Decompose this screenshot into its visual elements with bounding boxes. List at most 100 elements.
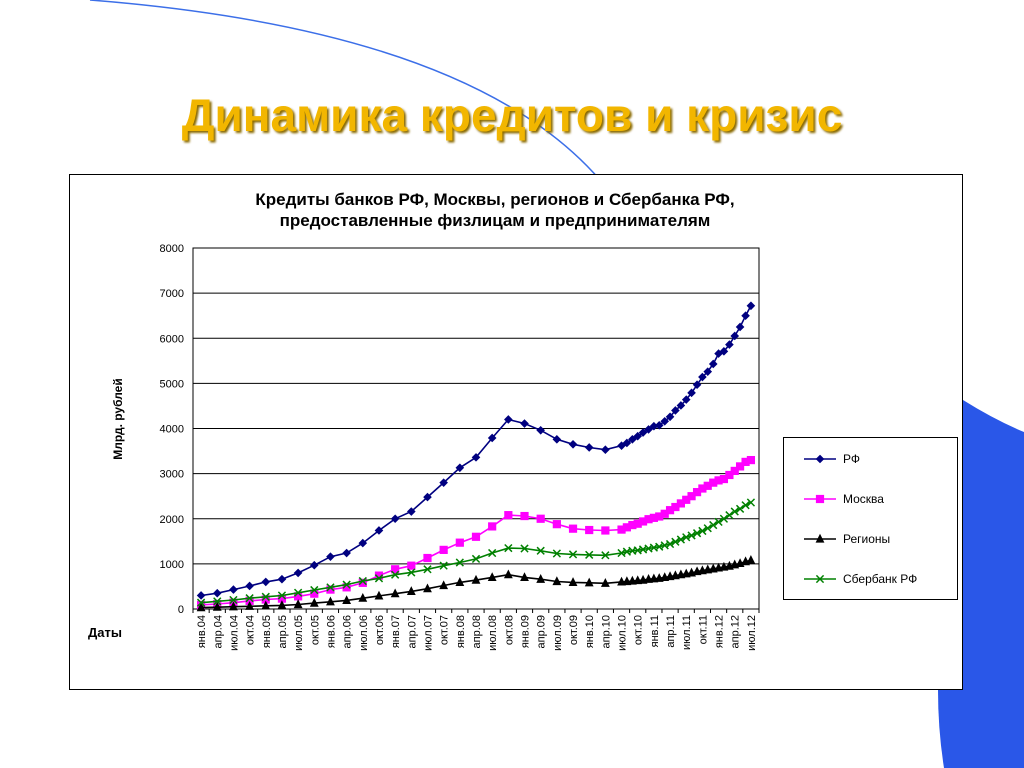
y-tick-label: 5000 bbox=[160, 378, 184, 390]
x-marker-stroke bbox=[245, 594, 254, 603]
x-tick-label: апр.10 bbox=[600, 615, 612, 648]
data-point bbox=[423, 492, 432, 502]
data-point bbox=[714, 517, 723, 527]
x-marker-stroke bbox=[815, 574, 825, 584]
legend-marker bbox=[815, 533, 825, 543]
data-point bbox=[552, 576, 562, 586]
data-point bbox=[665, 412, 675, 422]
data-point bbox=[309, 560, 319, 570]
data-point bbox=[391, 570, 400, 579]
data-point bbox=[709, 520, 718, 530]
data-point bbox=[730, 331, 740, 341]
x-marker-stroke bbox=[719, 514, 729, 523]
x-marker-stroke bbox=[196, 598, 206, 607]
x-tick-label: янв.04 bbox=[196, 615, 208, 648]
data-point bbox=[471, 453, 481, 462]
data-point bbox=[406, 586, 416, 596]
x-marker-stroke bbox=[617, 548, 626, 558]
legend-label: Регионы bbox=[843, 532, 890, 546]
data-point bbox=[622, 576, 632, 586]
x-marker-stroke bbox=[293, 588, 303, 597]
x-marker-stroke bbox=[310, 585, 319, 595]
data-point bbox=[471, 532, 481, 541]
legend-label: Москва bbox=[843, 492, 884, 506]
data-point bbox=[692, 529, 702, 538]
data-point bbox=[730, 466, 739, 476]
x-tick-label: апр.12 bbox=[730, 615, 742, 648]
data-point bbox=[735, 462, 745, 471]
data-point bbox=[488, 522, 497, 531]
legend-marker bbox=[815, 574, 825, 584]
legend-label: РФ bbox=[843, 452, 860, 466]
x-marker-stroke bbox=[504, 543, 513, 553]
legend-entries: РФ Москва Регионы Сбербанк РФ bbox=[804, 452, 917, 586]
data-point bbox=[196, 598, 206, 607]
data-point bbox=[293, 588, 303, 597]
x-tick-label: июл.05 bbox=[293, 615, 305, 651]
decorative-arc bbox=[89, 0, 601, 181]
data-point bbox=[326, 583, 335, 592]
data-point bbox=[196, 591, 206, 600]
x-tick-label: апр.11 bbox=[665, 615, 677, 648]
data-point bbox=[229, 585, 238, 594]
x-tick-label: апр.04 bbox=[212, 615, 224, 648]
x-tick-label: окт.11 bbox=[697, 615, 709, 644]
data-point bbox=[622, 438, 632, 448]
data-point bbox=[229, 601, 238, 611]
data-point bbox=[584, 443, 594, 452]
x-marker-stroke bbox=[622, 547, 632, 556]
x-marker-stroke bbox=[552, 549, 561, 558]
data-point bbox=[488, 548, 497, 558]
data-point bbox=[374, 590, 384, 600]
data-point bbox=[212, 601, 222, 611]
x-marker-stroke bbox=[709, 520, 718, 530]
legend-item: Сбербанк РФ bbox=[804, 572, 917, 586]
data-point bbox=[261, 592, 270, 601]
x-tick-label: окт.05 bbox=[309, 615, 321, 645]
x-tick-label: окт.06 bbox=[374, 615, 386, 645]
data-point bbox=[627, 575, 637, 585]
data-point bbox=[407, 507, 416, 516]
chart-title: Кредиты банков РФ, Москвы, регионов и Сб… bbox=[255, 190, 734, 209]
y-tick-label: 8000 bbox=[160, 243, 184, 255]
data-point bbox=[439, 580, 449, 590]
data-point bbox=[746, 455, 756, 465]
x-tick-label: июл.11 bbox=[681, 615, 693, 650]
data-point bbox=[374, 526, 384, 535]
chart-frame: Кредиты банков РФ, Москвы, регионов и Сб… bbox=[69, 174, 963, 690]
data-point bbox=[471, 574, 481, 584]
data-point bbox=[746, 301, 756, 311]
data-point bbox=[708, 359, 718, 369]
data-point bbox=[741, 501, 750, 510]
x-marker-stroke bbox=[229, 595, 238, 605]
data-point bbox=[455, 558, 464, 567]
x-marker-stroke bbox=[326, 583, 335, 592]
x-marker-stroke bbox=[407, 568, 416, 577]
x-tick-label: янв.09 bbox=[520, 615, 532, 648]
x-marker-stroke bbox=[455, 558, 464, 567]
data-point bbox=[687, 388, 696, 398]
x-marker-stroke bbox=[682, 533, 691, 542]
x-marker-stroke bbox=[698, 526, 707, 536]
x-marker-stroke bbox=[520, 544, 529, 553]
x-marker-stroke bbox=[638, 545, 648, 554]
x-tick-label: янв.07 bbox=[390, 615, 402, 648]
x-tick-label: апр.06 bbox=[342, 615, 354, 648]
x-tick-label: июл.04 bbox=[228, 615, 240, 651]
data-point bbox=[568, 524, 578, 533]
data-point bbox=[520, 572, 529, 582]
x-marker-stroke bbox=[585, 550, 594, 559]
data-point bbox=[407, 568, 416, 577]
data-point bbox=[735, 504, 745, 513]
data-point bbox=[698, 526, 707, 536]
data-point bbox=[601, 551, 610, 560]
x-marker-stroke bbox=[660, 541, 669, 550]
data-point bbox=[687, 531, 696, 540]
legend-marker bbox=[815, 494, 825, 504]
legend-item: РФ bbox=[804, 452, 860, 466]
x-tick-label: июл.09 bbox=[552, 615, 564, 651]
series-3 bbox=[196, 555, 756, 612]
data-point bbox=[585, 525, 594, 535]
data-point bbox=[455, 577, 465, 586]
x-marker-stroke bbox=[703, 524, 712, 533]
